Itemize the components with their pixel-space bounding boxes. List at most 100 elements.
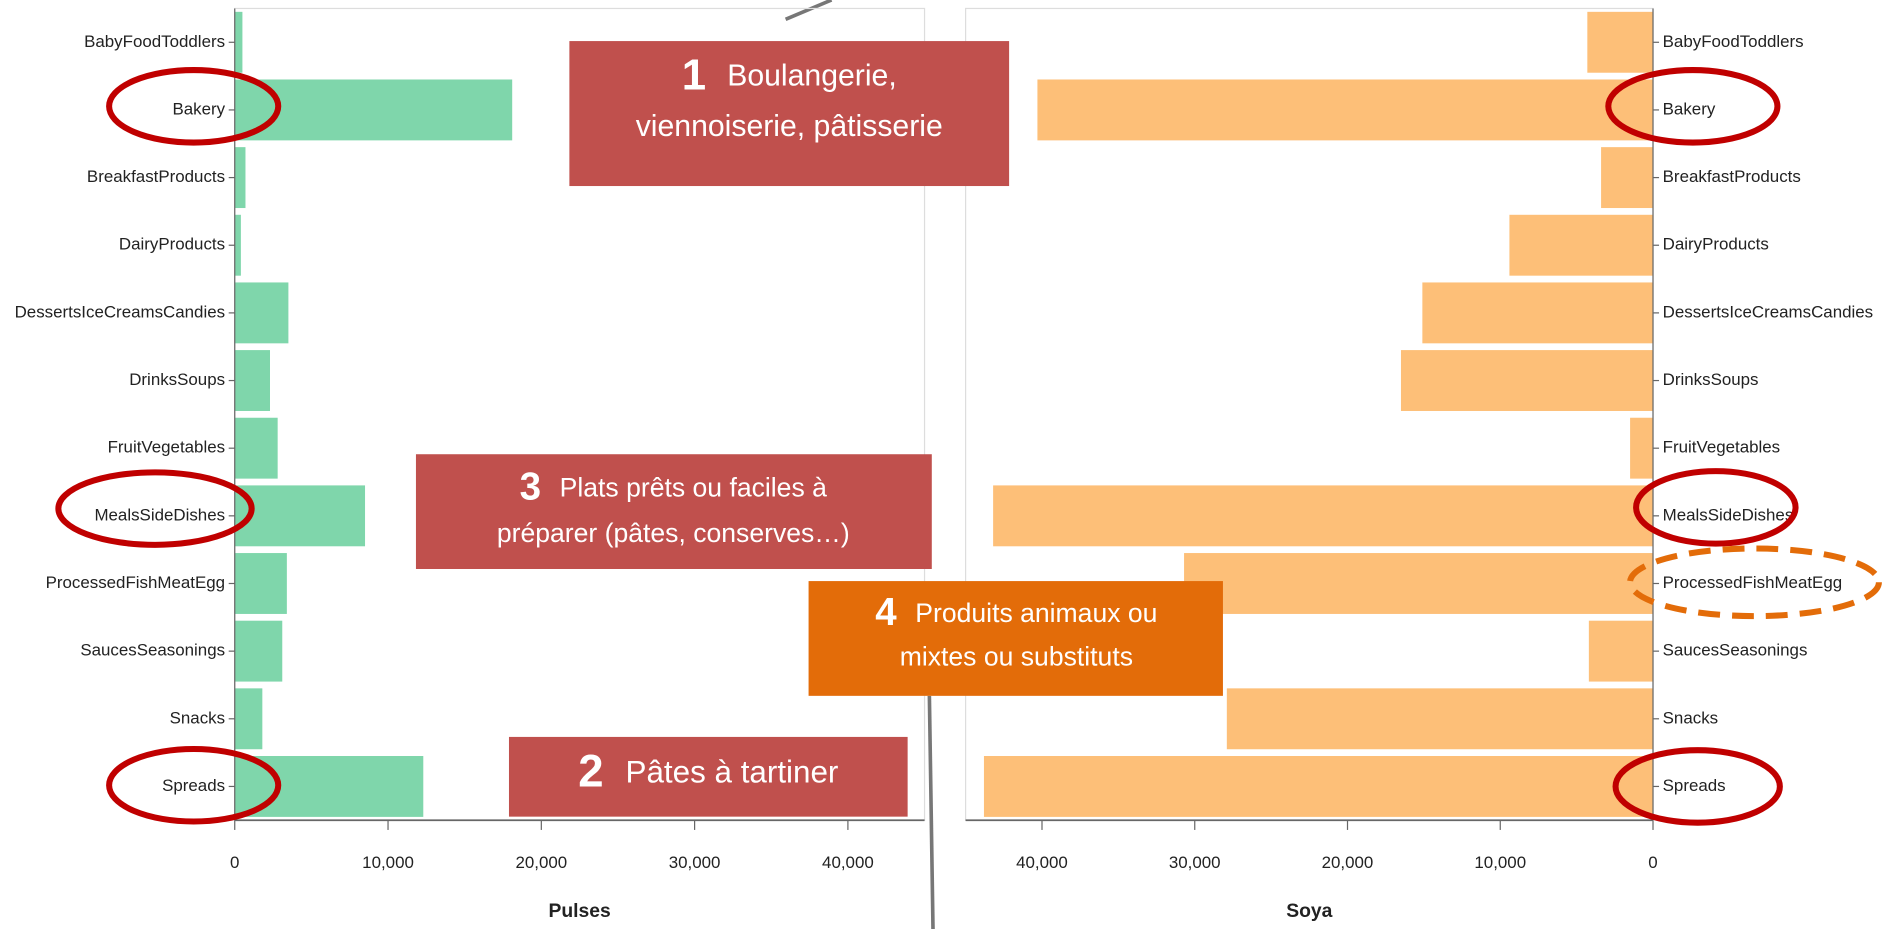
annotation-line: mixtes ou substituts bbox=[900, 641, 1133, 671]
bar bbox=[234, 11, 243, 73]
annotation-text: 4 Produits animaux ou bbox=[875, 591, 1157, 634]
annotation-box bbox=[808, 581, 1223, 696]
category-label: FruitVegetables bbox=[108, 438, 225, 457]
category-label: BabyFoodToddlers bbox=[84, 32, 225, 51]
annotation-text: 2 Pâtes à tartiner bbox=[578, 745, 838, 796]
highlight-oval bbox=[1605, 67, 1781, 146]
x-axis-title: Pulses bbox=[549, 901, 611, 922]
category-label: DairyProducts bbox=[119, 235, 225, 254]
category-label: DessertsIceCreamsCandies bbox=[15, 302, 225, 321]
bar-chart: BabyFoodToddlers Bakery BreakfastProducts D… bbox=[965, 7, 1873, 922]
bar bbox=[1400, 350, 1654, 411]
category-label: BreakfastProducts bbox=[1663, 167, 1801, 186]
annotation-number: 1 bbox=[682, 50, 706, 99]
bar bbox=[234, 553, 287, 614]
category-label: Bakery bbox=[172, 99, 225, 118]
x-tick-label: 40,000 bbox=[1016, 853, 1068, 872]
bar bbox=[1226, 688, 1654, 750]
x-tick-label: 10,000 bbox=[1474, 853, 1526, 872]
annotation: 2 Pâtes à tartiner bbox=[508, 736, 908, 817]
category-label: ProcessedFishMeatEgg bbox=[46, 573, 225, 592]
category-label: Spreads bbox=[1663, 776, 1726, 795]
bar bbox=[1422, 282, 1654, 344]
category-label: DessertsIceCreamsCandies bbox=[1663, 302, 1873, 321]
bar bbox=[234, 147, 246, 209]
bar bbox=[1601, 147, 1654, 209]
x-tick-label: 0 bbox=[1648, 853, 1657, 872]
charts: BabyFoodToddlers Bakery BreakfastProducts D… bbox=[15, 7, 1873, 922]
bar bbox=[234, 620, 283, 682]
category-label: DrinksSoups bbox=[1663, 370, 1759, 389]
category-label: MealsSideDishes bbox=[94, 505, 225, 524]
category-label: DairyProducts bbox=[1663, 235, 1769, 254]
annotation-box bbox=[569, 41, 1010, 187]
highlights bbox=[55, 67, 1882, 826]
bar bbox=[1587, 11, 1654, 73]
annotation-box bbox=[508, 736, 908, 817]
x-tick-label: 30,000 bbox=[1169, 853, 1221, 872]
category-label: FruitVegetables bbox=[1663, 438, 1780, 457]
annotation: 1 Boulangerie, viennoiserie, pâtisserie bbox=[569, 41, 1010, 187]
bar bbox=[1509, 214, 1654, 276]
annotation: 4 Produits animaux ou mixtes ou substituts bbox=[808, 581, 1223, 696]
annotation-number: 4 bbox=[875, 591, 897, 634]
annotation-text: 3 Plats prêts ou faciles à bbox=[520, 465, 827, 508]
bar bbox=[1184, 553, 1654, 614]
connector bbox=[784, 0, 833, 21]
annotation-line: Plats prêts ou faciles à bbox=[560, 472, 827, 502]
bar-chart: BabyFoodToddlers Bakery BreakfastProducts D… bbox=[15, 7, 926, 922]
annotation-line: Pâtes à tartiner bbox=[626, 755, 839, 790]
annotation-line: viennoiserie, pâtisserie bbox=[636, 110, 943, 143]
x-axis-title: Soya bbox=[1286, 901, 1332, 922]
category-label: BreakfastProducts bbox=[87, 167, 225, 186]
annotation: 3 Plats prêts ou faciles à préparer (pâtes… bbox=[415, 454, 932, 569]
bar bbox=[234, 688, 263, 750]
annotation-line: Boulangerie, bbox=[727, 59, 897, 92]
annotation-line: préparer (pâtes, conserves…) bbox=[497, 518, 850, 548]
bar bbox=[234, 350, 270, 411]
x-tick-label: 0 bbox=[230, 853, 239, 872]
category-label: DrinksSoups bbox=[129, 370, 225, 389]
bar bbox=[234, 214, 241, 276]
x-tick-label: 30,000 bbox=[669, 853, 721, 872]
category-label: SaucesSeasonings bbox=[80, 641, 225, 660]
annotation-text: viennoiserie, pâtisserie bbox=[636, 110, 943, 143]
category-label: MealsSideDishes bbox=[1663, 505, 1794, 524]
highlight-oval bbox=[55, 469, 255, 548]
bar bbox=[234, 485, 366, 547]
annotation-text: préparer (pâtes, conserves…) bbox=[497, 518, 850, 548]
bar bbox=[234, 79, 513, 141]
annotation-box bbox=[415, 454, 932, 569]
annotations: 1 Boulangerie, viennoiserie, pâtisserie 2 Pâ… bbox=[415, 41, 1223, 817]
x-tick-label: 40,000 bbox=[822, 853, 874, 872]
annotation-number: 2 bbox=[578, 745, 603, 796]
bar bbox=[234, 282, 289, 344]
bar bbox=[1630, 417, 1654, 479]
annotation-line: Produits animaux ou bbox=[915, 598, 1157, 628]
x-tick-label: 10,000 bbox=[362, 853, 414, 872]
annotation-text: 1 Boulangerie, bbox=[682, 50, 897, 99]
annotation-text: mixtes ou substituts bbox=[900, 641, 1133, 671]
highlight-oval bbox=[1633, 468, 1799, 547]
category-label: BabyFoodToddlers bbox=[1663, 32, 1804, 51]
bar bbox=[993, 485, 1654, 547]
category-label: Bakery bbox=[1663, 99, 1716, 118]
bar bbox=[1037, 79, 1654, 141]
x-tick-label: 20,000 bbox=[515, 853, 567, 872]
category-label: Spreads bbox=[162, 776, 225, 795]
bar bbox=[983, 756, 1654, 817]
category-label: Snacks bbox=[1663, 708, 1718, 727]
connector bbox=[927, 695, 935, 929]
highlight-oval bbox=[106, 67, 282, 146]
highlight-oval bbox=[106, 745, 282, 825]
highlight-oval bbox=[1627, 545, 1882, 620]
category-label: SaucesSeasonings bbox=[1663, 641, 1808, 660]
category-label: Snacks bbox=[170, 708, 225, 727]
x-tick-label: 20,000 bbox=[1322, 853, 1374, 872]
category-label: ProcessedFishMeatEgg bbox=[1663, 573, 1842, 592]
bar bbox=[1588, 620, 1654, 682]
annotation-number: 3 bbox=[520, 465, 541, 508]
highlight-oval bbox=[1612, 747, 1783, 826]
bar bbox=[234, 417, 278, 479]
